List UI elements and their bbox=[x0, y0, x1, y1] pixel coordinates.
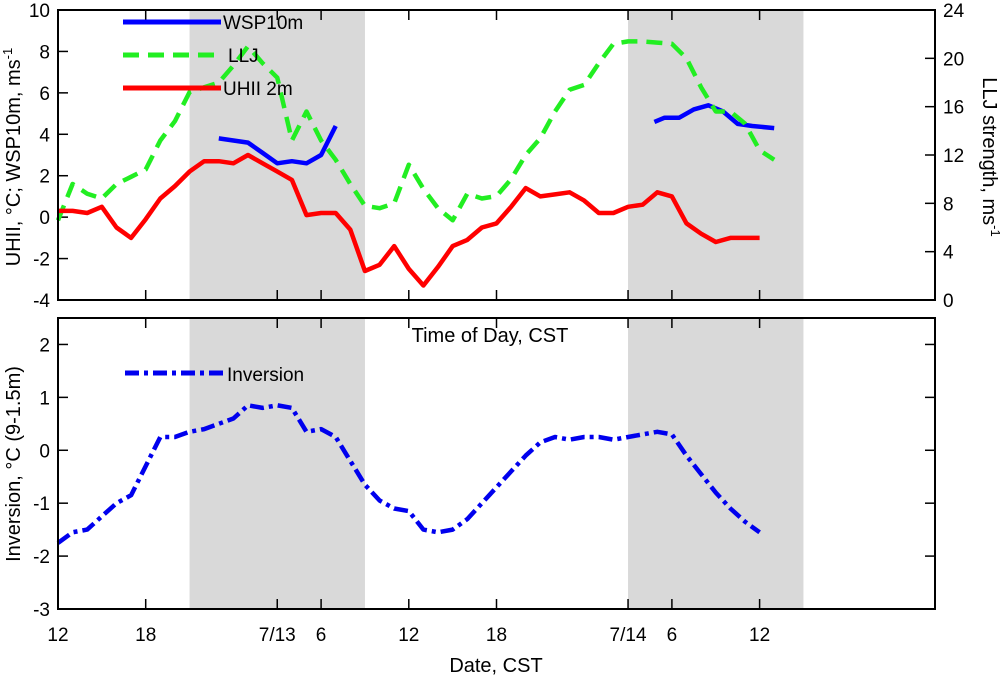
top-axis-ticks bbox=[57, 9, 935, 301]
top-x-axis-label: Time of Day, CST bbox=[412, 325, 569, 347]
y2-tick-label: 0 bbox=[943, 291, 954, 312]
y2-tick-label: 12 bbox=[943, 146, 964, 167]
y-tick-label: -2 bbox=[33, 250, 50, 271]
top-plot-frame bbox=[57, 9, 936, 301]
x-tick-label: 12 bbox=[749, 625, 770, 646]
legend-label-wsp10m: WSP10m bbox=[223, 13, 303, 34]
top-y2-tick-labels: 0 4 8 12 16 20 24 bbox=[943, 1, 965, 312]
daytime-shade-band bbox=[628, 10, 804, 300]
x-tick-label: 18 bbox=[486, 625, 507, 646]
x-tick-label: 6 bbox=[316, 625, 327, 646]
y-tick-label: 8 bbox=[39, 42, 50, 63]
series-line-inversion bbox=[56, 403, 761, 545]
y-tick-label: -1 bbox=[33, 494, 50, 515]
top-daytime-shading bbox=[189, 10, 804, 300]
x-tick-label: 12 bbox=[47, 625, 68, 646]
top-series-group bbox=[55, 39, 776, 288]
top-y-axis-label: UHII, °C; WSP10m, ms-1 bbox=[0, 48, 25, 266]
y-tick-label: 1 bbox=[39, 388, 50, 409]
y-tick-label: -3 bbox=[33, 600, 50, 621]
legend-label-uhii-2m: UHII 2m bbox=[223, 79, 293, 100]
y-tick-label: 6 bbox=[39, 84, 50, 105]
y2-tick-label: 24 bbox=[943, 1, 965, 22]
x-tick-label: 6 bbox=[667, 625, 678, 646]
y-tick-label: 2 bbox=[39, 167, 50, 188]
bottom-x-axis-label: Date, CST bbox=[449, 655, 542, 677]
y-tick-label: 4 bbox=[39, 125, 50, 146]
bottom-y-axis-label: Inversion, °C (9-1.5m) bbox=[3, 366, 25, 562]
daytime-shade-band bbox=[628, 318, 804, 609]
y-tick-label: -2 bbox=[33, 547, 50, 568]
series-line-wsp10m bbox=[218, 124, 338, 166]
y2-tick-label: 16 bbox=[943, 98, 964, 119]
y2-tick-label: 4 bbox=[943, 243, 954, 264]
legend-label-llj: LLJ bbox=[228, 46, 259, 67]
bottom-y-tick-labels: -3 -2 -1 0 1 2 bbox=[33, 335, 50, 621]
y-tick-label: 0 bbox=[39, 208, 50, 229]
bottom-daytime-shading bbox=[189, 318, 804, 609]
top-legend: WSP10m LLJ UHII 2m bbox=[123, 13, 303, 100]
y-tick-label: 2 bbox=[39, 335, 50, 356]
y-tick-label: -4 bbox=[33, 291, 50, 312]
bottom-x-tick-labels: 12 18 7/13 6 12 18 7/14 6 12 bbox=[47, 625, 770, 646]
x-tick-label: 12 bbox=[398, 625, 419, 646]
x-tick-label: 7/14 bbox=[610, 625, 647, 646]
series-line-wsp10m bbox=[653, 103, 775, 131]
bottom-legend: Inversion bbox=[125, 365, 304, 386]
y-tick-label: 10 bbox=[29, 1, 50, 22]
daytime-shade-band bbox=[189, 10, 365, 300]
daytime-shade-band bbox=[189, 318, 365, 609]
top-y2-axis-label: LLJ strength, ms-1 bbox=[978, 77, 1000, 236]
y2-tick-label: 8 bbox=[943, 194, 954, 215]
x-tick-label: 18 bbox=[135, 625, 156, 646]
bottom-plot-frame bbox=[57, 317, 936, 610]
y-tick-label: 0 bbox=[39, 441, 50, 462]
bottom-series-group bbox=[56, 403, 761, 545]
y2-tick-label: 20 bbox=[943, 49, 964, 70]
top-y-tick-labels: -4 -2 0 2 4 6 8 10 bbox=[29, 1, 51, 312]
legend-label-inversion: Inversion bbox=[227, 365, 304, 386]
x-tick-label: 7/13 bbox=[259, 625, 296, 646]
series-line-uhii-2m bbox=[58, 152, 760, 288]
series-line-llj bbox=[55, 39, 776, 223]
